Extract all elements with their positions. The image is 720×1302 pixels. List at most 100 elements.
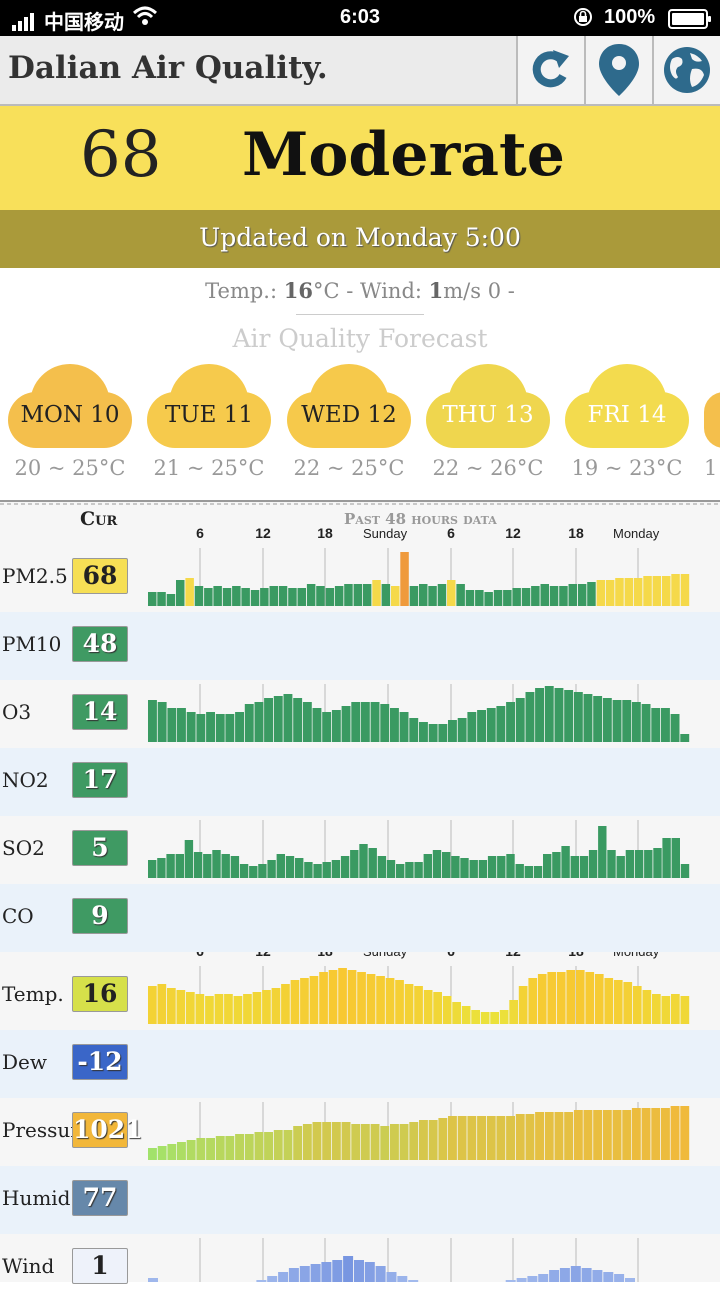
chart-bar [215, 1136, 225, 1160]
chart-bar [386, 1272, 397, 1282]
history-table: Cur Past 48 hours data 6 12 18 Sunday 6 12 18 M… [0, 500, 720, 1284]
chart-bar [433, 992, 442, 1024]
location-button[interactable] [584, 36, 652, 104]
metric-name: Pressur [2, 1118, 80, 1142]
forecast-day[interactable]: THU 13 22 ~ 26°C [426, 362, 550, 488]
metric-row[interactable]: NO2 17 [0, 748, 720, 816]
wifi-icon [132, 4, 158, 34]
chart-bar [404, 984, 414, 1024]
aqi-summary: 68 Moderate [0, 106, 720, 210]
metric-current-badge: 16 [72, 976, 128, 1012]
metric-row[interactable]: O3 14 [0, 680, 720, 748]
metric-row[interactable]: CO 9 [0, 884, 720, 952]
refresh-button[interactable] [516, 36, 584, 104]
chart-bar [432, 850, 442, 878]
chart-bar [148, 860, 157, 878]
chart-bar [302, 1124, 312, 1160]
chart-bar [224, 994, 233, 1024]
chart-bar [604, 978, 614, 1024]
chart-bar [364, 1262, 375, 1282]
chart-bar [376, 976, 385, 1024]
metric-name: Temp. [2, 982, 64, 1006]
chart-bar [267, 1276, 278, 1282]
metric-current-badge: 5 [72, 830, 128, 866]
forecast-day-label: WED 12 [301, 402, 397, 428]
chart-bar [235, 712, 244, 742]
chart-bar [587, 582, 596, 606]
chart-bar [397, 1276, 408, 1282]
metric-row[interactable]: PM10 48 [0, 612, 720, 680]
chart-bar [302, 702, 312, 742]
chart-bar [531, 586, 540, 606]
chart-bar [467, 1116, 477, 1160]
metric-current-badge: 9 [72, 898, 128, 934]
chart-bar [278, 1272, 289, 1282]
chart-bar [283, 694, 293, 742]
chart-bar [341, 706, 351, 742]
chart-bar [570, 1266, 581, 1282]
chart-bar [357, 972, 366, 1024]
forecast-day[interactable]: WED 12 22 ~ 25°C [287, 362, 411, 488]
metric-row[interactable]: PM2.5 68 [0, 544, 720, 612]
forecast-day-partial[interactable]: 1 [704, 362, 720, 488]
forecast-temp-range: 20 ~ 25°C [14, 456, 126, 480]
chart-bar [671, 994, 680, 1024]
chart-bar [615, 578, 624, 606]
chart-bar [157, 858, 166, 878]
forecast-temp-range: 21 ~ 25°C [153, 456, 265, 480]
chart-bar [271, 988, 281, 1024]
chart-bar [390, 708, 399, 742]
metric-row[interactable]: Pressur 1021 [0, 1098, 720, 1166]
signal-icon [12, 8, 36, 31]
chart-bar [193, 852, 203, 878]
chart-bar [351, 1124, 361, 1160]
chart-bar [465, 590, 475, 606]
forecast-day[interactable]: FRI 14 19 ~ 23°C [565, 362, 689, 488]
chart-bar [297, 588, 306, 606]
metric-row[interactable]: SO2 5 [0, 816, 720, 884]
chart-bar [622, 700, 632, 742]
chart-bar [624, 578, 634, 606]
chart-bar [616, 856, 625, 878]
time-axis-label: 6 [196, 525, 204, 541]
metric-row[interactable]: Wind 1 [0, 1234, 720, 1302]
chart-bar [322, 1122, 332, 1160]
battery-icon [668, 9, 711, 29]
chart-bar [423, 990, 433, 1024]
chart-bar [602, 698, 612, 742]
chart-bar [148, 986, 157, 1024]
chart-bar [290, 980, 300, 1024]
chart-bar [653, 848, 662, 878]
forecast-temp-range: 22 ~ 26°C [432, 456, 544, 480]
chart-bar [312, 708, 322, 742]
chart-bar [196, 714, 206, 742]
chart-bar [341, 1122, 351, 1160]
carrier-name: 中国移动 [44, 12, 124, 34]
chart-bar [461, 1006, 471, 1024]
chart-bar [607, 850, 616, 878]
cloud-icon: THU 13 [426, 362, 550, 448]
city-select-button[interactable] [652, 36, 720, 104]
chart-bar [543, 854, 552, 878]
chart-bar [451, 856, 460, 878]
chart-bar [400, 552, 409, 606]
metric-row[interactable]: Dew -12 [0, 1030, 720, 1098]
metric-row[interactable]: Humid 77 [0, 1166, 720, 1234]
app-header: Dalian Air Quality. [0, 36, 720, 106]
chart-bar [651, 708, 661, 742]
chart-bar [537, 974, 547, 1024]
chart-bar [370, 1124, 380, 1160]
chart-bar [603, 1272, 614, 1282]
chart-bar [409, 1122, 419, 1160]
chart-bar [205, 996, 214, 1024]
chart-bar [206, 712, 215, 742]
chart-bar [386, 860, 396, 878]
metric-row[interactable]: Temp. 16 [0, 962, 720, 1030]
forecast-day[interactable]: TUE 11 21 ~ 25°C [147, 362, 271, 488]
chart-bar [372, 580, 381, 606]
forecast-title: Air Quality Forecast [232, 324, 488, 353]
chart-bar [338, 968, 347, 1024]
forecast-day[interactable]: MON 10 20 ~ 25°C [8, 362, 132, 488]
metric-name: Dew [2, 1050, 47, 1074]
chart-bar [414, 986, 423, 1024]
